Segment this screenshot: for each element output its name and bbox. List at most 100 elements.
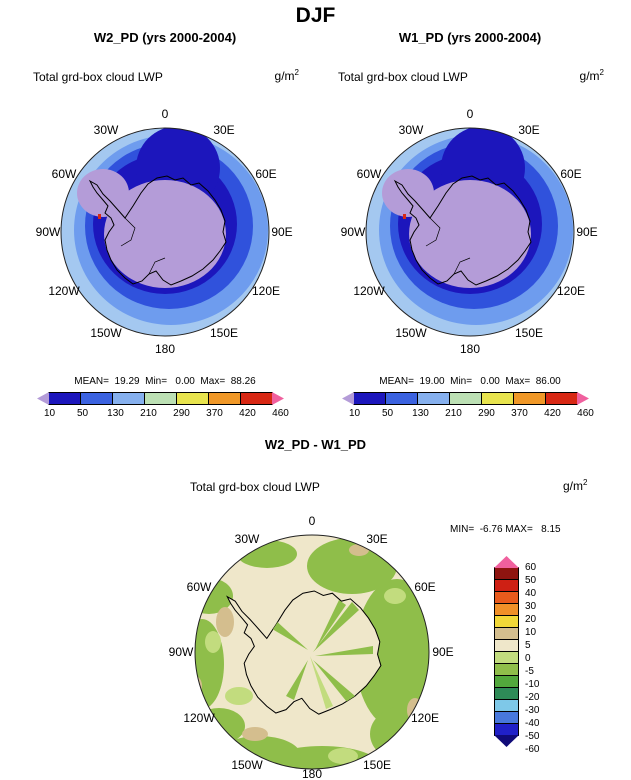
diff-colorbar-ticks: 60 50 40 30 20 10 5 0 -5 -10 -20 -30 -40 -50 -60: [525, 561, 539, 756]
colorbar-segment: [481, 392, 514, 405]
lon-label: 120W: [353, 284, 385, 298]
colorbar-tick-label: 290: [173, 408, 190, 419]
colorbar-segment: [208, 392, 241, 405]
colorbar-tick-label: 460: [272, 408, 289, 419]
units-exponent: 2: [599, 68, 604, 77]
lon-label: 120W: [48, 284, 80, 298]
colorbar-tick-label: -10: [525, 679, 540, 690]
colorbar-tick-label: 420: [544, 408, 561, 419]
colorbar-tick-label: 460: [577, 408, 594, 419]
colorbar-segment: [144, 392, 177, 405]
lon-label: 30W: [399, 123, 424, 137]
colorbar-tick-label: -30: [525, 705, 540, 716]
colorbar-segment: [37, 392, 49, 405]
colorbar-segment: [342, 392, 354, 405]
lon-label: 180: [155, 342, 175, 356]
units-label: g/m2: [580, 68, 604, 83]
lon-label: 120E: [252, 284, 280, 298]
colorbar-tick-label: 420: [239, 408, 256, 419]
colorbar-tick-label: 210: [445, 408, 462, 419]
colorbar-tick-label: 50: [381, 408, 394, 419]
colorbar-tick-label: 10: [348, 408, 361, 419]
colorbar-segment: [494, 723, 519, 736]
interior-contour-streaks: [267, 600, 373, 709]
panel-title-w1pd: W1_PD (yrs 2000-2004): [398, 30, 542, 45]
panel-title-diff: W2_PD - W1_PD: [264, 437, 367, 452]
colorbar-segment: [513, 392, 546, 405]
map-w1pd: 0 30W 30E 60W 60E 90W 90E 120W 120E 150W…: [341, 107, 598, 356]
colorbar-tick-label: 5: [525, 640, 531, 651]
stats-line-w1pd: MEAN= 19.00 Min= 0.00 Max= 86.00: [379, 376, 561, 387]
lon-label: 150E: [210, 326, 238, 340]
lon-label: 0: [162, 107, 169, 121]
lwp-colorbar: [342, 392, 602, 405]
map-rim: [60, 127, 270, 337]
lon-label: 90W: [341, 225, 366, 239]
lon-label: 60E: [414, 580, 435, 594]
lon-label: 60E: [560, 167, 581, 181]
lon-label: 60W: [52, 167, 77, 181]
colorbar-tick-label: 50: [525, 575, 537, 586]
panel-w1pd: W1_PD (yrs 2000-2004) Total grd-box clou…: [320, 30, 620, 430]
colorbar-segment: [494, 735, 519, 747]
diff-colorbar: [494, 556, 519, 747]
lon-label: 60W: [187, 580, 212, 594]
colorbar-segment: [272, 392, 284, 405]
colorbar-tick-label: 290: [478, 408, 495, 419]
diff-contour-bands: [195, 535, 429, 769]
units-label: g/m2: [563, 478, 587, 493]
colorbar-segment: [577, 392, 589, 405]
lon-label: 30W: [94, 123, 119, 137]
lwp-contour-bands: [61, 128, 269, 336]
colorbar-segment: [385, 392, 418, 405]
lon-label: 150E: [363, 758, 391, 772]
lon-label: 180: [460, 342, 480, 356]
lon-label: 150W: [231, 758, 263, 772]
colorbar-segment: [417, 392, 450, 405]
colorbar-tick-label: 0: [525, 653, 531, 664]
units-exponent: 2: [294, 68, 299, 77]
lon-label: 150W: [90, 326, 122, 340]
colorbar-segment: [449, 392, 482, 405]
colorbar-tick-label: 10: [525, 627, 537, 638]
map-diff: 0 30W 30E 60W 60E 90W 90E 120W 120E 150W…: [169, 514, 454, 780]
lwp-contour-bands: [366, 128, 574, 336]
units-label: g/m2: [275, 68, 299, 83]
map-rim: [194, 534, 430, 770]
field-label: Total grd-box cloud LWP: [190, 480, 320, 494]
units-base: g/m: [579, 69, 600, 83]
colorbar-tick-label: 40: [525, 588, 537, 599]
colorbar-tick-label: -40: [525, 718, 540, 729]
lon-label: 180: [302, 767, 322, 780]
lon-label: 90E: [576, 225, 597, 239]
units-base: g/m: [563, 479, 584, 493]
colorbar-segment: [112, 392, 145, 405]
lon-label: 90W: [169, 645, 194, 659]
lon-label: 120W: [183, 711, 215, 725]
map-w2pd: 0 30W 30E 60W 60E 90W 90E 120W 120E 150W…: [36, 107, 293, 356]
colorbar-tick-label: -20: [525, 692, 540, 703]
lon-label: 0: [309, 514, 316, 528]
colorbar-tick-label: 10: [43, 408, 56, 419]
colorbar-tick-label: -50: [525, 731, 540, 742]
colorbar-tick-label: 130: [107, 408, 124, 419]
lon-label: 90W: [36, 225, 61, 239]
lwp-colorbar: [37, 392, 297, 405]
lon-label: 150E: [515, 326, 543, 340]
colorbar-segment: [48, 392, 81, 405]
colorbar-segment: [353, 392, 386, 405]
colorbar-segment: [176, 392, 209, 405]
lon-label: 90E: [271, 225, 292, 239]
lon-label: 30W: [235, 532, 260, 546]
colorbar-segment: [545, 392, 578, 405]
page-title: DJF: [295, 4, 336, 27]
colorbar-tick-label: -60: [525, 744, 540, 755]
lon-label: 30E: [366, 532, 387, 546]
colorbar-tick-label: 370: [511, 408, 528, 419]
colorbar-tick-label: -5: [525, 666, 534, 677]
colorbar-segment: [80, 392, 113, 405]
colorbar-segment: [494, 556, 519, 568]
colorbar-tick-label: 210: [140, 408, 157, 419]
lon-label: 120E: [557, 284, 585, 298]
